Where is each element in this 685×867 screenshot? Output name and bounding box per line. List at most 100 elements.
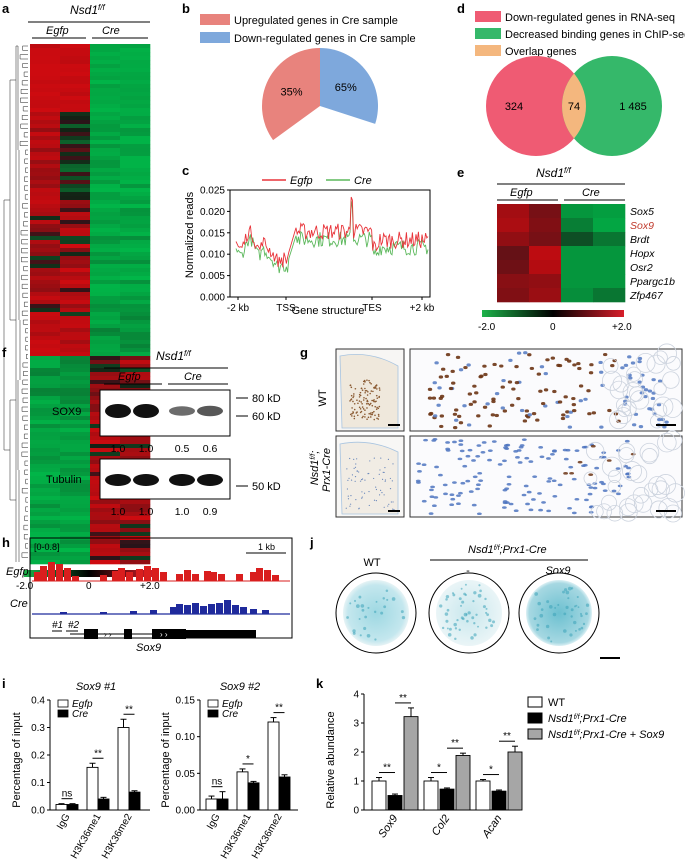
heatmap-cell xyxy=(90,280,121,285)
nucleus xyxy=(356,458,358,460)
heatmap-cell xyxy=(60,244,91,249)
stain-speck xyxy=(490,624,494,628)
heatmap-cell xyxy=(90,248,121,253)
nucleus xyxy=(590,444,596,448)
stain-speck xyxy=(576,596,579,599)
heatmap-cell xyxy=(30,232,61,237)
nucleus xyxy=(538,389,543,393)
heatmap-cell xyxy=(60,240,91,245)
bar xyxy=(97,798,110,811)
heatmap-cell xyxy=(120,212,151,217)
nucleus xyxy=(458,443,464,446)
nucleus xyxy=(584,498,589,502)
nucleus xyxy=(354,387,357,390)
nucleus xyxy=(459,449,465,453)
hypertrophic-cell xyxy=(639,442,660,463)
nucleus xyxy=(365,402,368,405)
panel-f-group-cre: Cre xyxy=(184,371,202,383)
heatmap-cell xyxy=(120,128,151,133)
heatmap-cell xyxy=(60,228,91,233)
heatmap-cell xyxy=(120,164,151,169)
nucleus xyxy=(375,500,377,502)
nucleus xyxy=(591,411,597,415)
nucleus xyxy=(647,389,653,393)
panel-j-label-minus: - xyxy=(466,565,470,577)
heatmap-cell xyxy=(90,440,121,445)
heatmap-cell xyxy=(120,152,151,157)
nucleus xyxy=(598,370,604,374)
panel-b-pie: 35% 65% xyxy=(262,48,378,141)
y-tick-label: 0.05 xyxy=(176,769,196,780)
stain-speck xyxy=(579,612,583,615)
panel-i2-ylabel: Percentage of input xyxy=(160,712,172,807)
stain-speck xyxy=(534,592,538,596)
nucleus xyxy=(546,509,552,513)
nucleus xyxy=(630,361,636,365)
nucleus xyxy=(368,472,370,475)
heatmap-cell xyxy=(30,152,61,157)
heatmap-cell xyxy=(90,304,121,309)
nucleus xyxy=(375,486,377,488)
heatmap-cell xyxy=(90,508,121,513)
panel-i2-chart: 0.00 0.05 0.10 0.15 ns IgG * H3K36me1 ** H3K36me2… xyxy=(176,696,298,861)
heatmap-cell xyxy=(30,276,61,281)
nucleus xyxy=(466,423,472,427)
heatmap-cell xyxy=(497,204,530,219)
stain-speck xyxy=(475,613,478,616)
panel-a-scale-mid: 0 xyxy=(86,581,92,592)
heatmap-cell xyxy=(120,376,151,381)
nucleus xyxy=(416,462,422,465)
gene-label: Brdt xyxy=(630,234,650,246)
band-tubulin xyxy=(169,474,195,486)
heatmap-cell xyxy=(30,136,61,141)
panel-b-legend-up: Upregulated genes in Cre sample xyxy=(234,15,398,27)
nucleus xyxy=(361,478,364,480)
heatmap-cell xyxy=(60,424,91,429)
nucleus xyxy=(651,378,656,382)
nucleus xyxy=(610,364,615,368)
nucleus xyxy=(374,405,377,408)
heatmap-cell xyxy=(120,132,151,137)
heatmap-cell xyxy=(30,284,61,289)
nucleus xyxy=(664,420,669,424)
nucleus xyxy=(527,353,532,357)
legend-swatch xyxy=(207,699,219,708)
nucleus xyxy=(366,407,368,409)
stain-speck xyxy=(552,612,557,617)
panel-i: i Sox9 #1 Sox9 #2 Percentage of input Pe… xyxy=(2,676,298,861)
heatmap-cell xyxy=(120,336,151,341)
y-tick-label: 0.00 xyxy=(176,806,196,817)
stain-speck xyxy=(383,605,387,609)
heatmap-cell xyxy=(120,260,151,265)
quant-value: 1.0 xyxy=(139,506,154,518)
heatmap-cell xyxy=(30,400,61,405)
stain-speck xyxy=(464,583,467,586)
heatmap-cell xyxy=(60,540,91,545)
panel-letter-g: g xyxy=(300,345,308,360)
heatmap-cell xyxy=(60,396,91,401)
stain-speck xyxy=(580,614,583,618)
nucleus xyxy=(371,413,374,416)
heatmap-cell xyxy=(90,336,121,341)
nucleus xyxy=(353,467,355,469)
stain-speck xyxy=(473,591,477,595)
stain-speck xyxy=(400,610,404,614)
hypertrophic-cell xyxy=(586,441,605,461)
bar xyxy=(507,751,523,811)
heatmap-cell xyxy=(60,476,91,481)
heatmap-cell xyxy=(60,384,91,389)
hypertrophic-cell xyxy=(628,386,645,402)
track-bar-cre xyxy=(192,603,199,614)
heatmap-cell xyxy=(90,364,121,369)
heatmap-cell xyxy=(30,544,61,549)
heatmap-cell xyxy=(30,244,61,249)
heatmap-cell xyxy=(90,504,121,509)
nucleus xyxy=(478,479,484,482)
nucleus xyxy=(588,486,594,489)
stain-speck xyxy=(578,628,581,631)
heatmap-cell xyxy=(90,380,121,385)
category-label: Acan xyxy=(480,813,505,841)
nucleus xyxy=(474,391,479,395)
heatmap-cell xyxy=(30,392,61,397)
nucleus xyxy=(476,414,481,418)
